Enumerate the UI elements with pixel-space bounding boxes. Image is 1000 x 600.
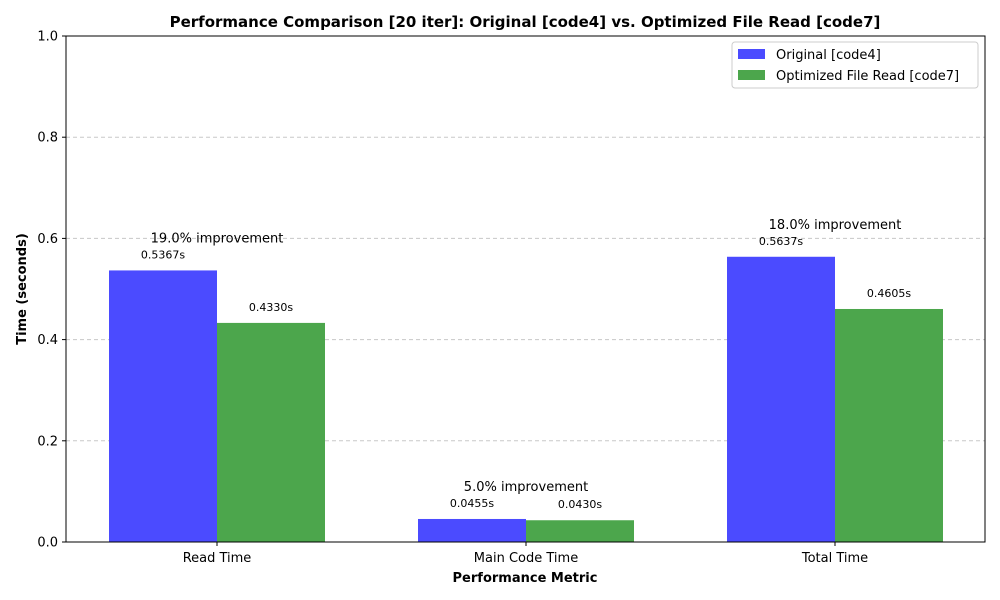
x-tick-label: Read Time — [183, 551, 252, 566]
data-label: 0.4605s — [867, 287, 911, 300]
bars-layer — [109, 256, 943, 542]
labels-layer: 0.5367s 0.4330s 19.0% improvement 0.0455s 0.… — [141, 218, 911, 511]
x-tick-label: Total Time — [801, 551, 868, 566]
y-tick-label: 1.0 — [37, 30, 58, 45]
bar — [109, 270, 217, 542]
bar — [727, 256, 835, 542]
legend-box — [731, 41, 979, 89]
legend-swatch — [738, 70, 765, 80]
bar — [217, 322, 325, 542]
data-label: 0.5637s — [759, 235, 803, 248]
data-label: 0.0455s — [450, 497, 494, 510]
legend-swatch — [738, 49, 765, 59]
y-tick-label: 0.8 — [37, 131, 58, 146]
legend-label: Original [code4] — [776, 48, 881, 63]
data-label: 0.0430s — [558, 498, 602, 511]
improvement-annotation: 5.0% improvement — [464, 480, 588, 495]
axes-layer: 0.0 0.2 0.4 0.6 0.8 1.0 Read Time Main Code Tim… — [37, 30, 868, 567]
y-tick-label: 0.0 — [37, 536, 58, 551]
y-tick-label: 0.6 — [37, 232, 58, 247]
y-tick-label: 0.2 — [37, 434, 58, 449]
x-axis-label: Performance Metric — [453, 571, 598, 586]
improvement-annotation: 19.0% improvement — [151, 231, 284, 246]
chart-title: Performance Comparison [20 iter]: Origin… — [170, 13, 881, 31]
x-tick-label: Main Code Time — [474, 551, 578, 566]
bar — [835, 308, 943, 542]
data-label: 0.5367s — [141, 248, 185, 261]
bar — [526, 520, 634, 542]
legend: Original [code4] Optimized File Read [cod… — [731, 41, 979, 89]
legend-label: Optimized File Read [code7] — [776, 69, 959, 84]
data-label: 0.4330s — [249, 301, 293, 314]
y-axis-label: Time (seconds) — [15, 233, 30, 345]
y-tick-label: 0.4 — [37, 333, 58, 348]
bar — [418, 518, 526, 542]
improvement-annotation: 18.0% improvement — [769, 218, 902, 233]
